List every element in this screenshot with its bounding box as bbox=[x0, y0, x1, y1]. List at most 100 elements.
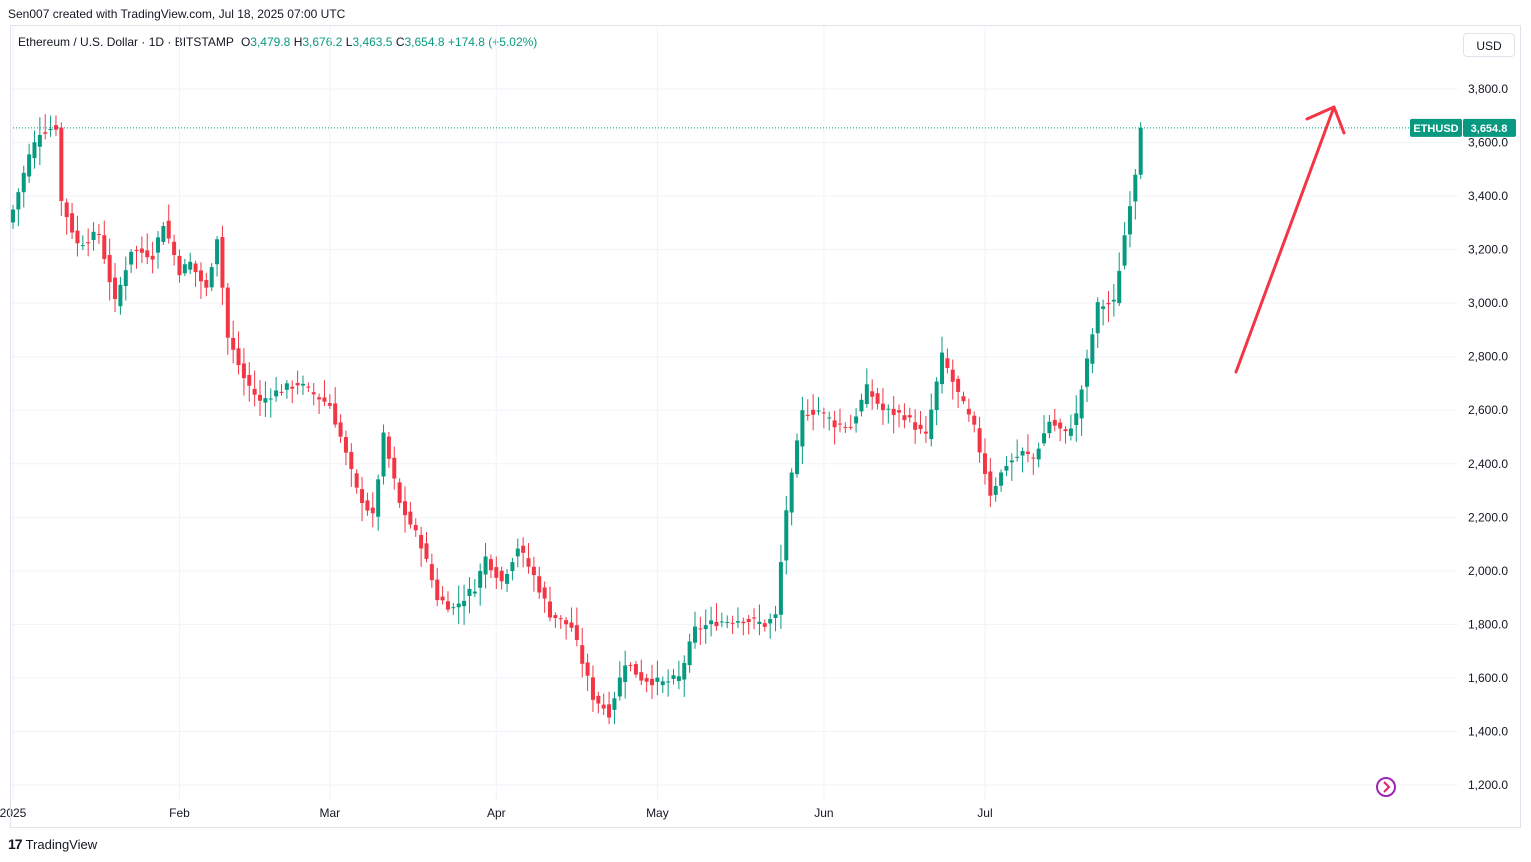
candle-body bbox=[440, 596, 445, 601]
open-value: 3,479.8 bbox=[250, 35, 291, 49]
candle-body bbox=[730, 622, 735, 624]
candle-body bbox=[225, 287, 230, 338]
candle-body bbox=[96, 234, 101, 236]
candle-body bbox=[601, 704, 606, 709]
candle-body bbox=[703, 625, 708, 630]
y-tick-label: 2,000.0 bbox=[1468, 564, 1508, 578]
candle-body bbox=[21, 172, 26, 193]
candle-body bbox=[274, 390, 279, 397]
y-tick-label: 3,600.0 bbox=[1468, 136, 1508, 150]
candle-body bbox=[854, 416, 859, 424]
y-tick-label: 3,000.0 bbox=[1468, 296, 1508, 310]
candle-body bbox=[1063, 429, 1068, 432]
candle-body bbox=[505, 573, 510, 584]
candle-body bbox=[585, 662, 590, 676]
close-label: C bbox=[395, 35, 405, 49]
candle-body bbox=[48, 129, 53, 131]
candle-body bbox=[666, 681, 671, 683]
candle-body bbox=[864, 384, 869, 404]
candle-body bbox=[859, 399, 864, 412]
ai-icon-bolt bbox=[1383, 781, 1391, 793]
candle-body bbox=[1015, 456, 1020, 458]
candle-body bbox=[193, 263, 198, 273]
y-tick-label: 1,200.0 bbox=[1468, 778, 1508, 792]
candle-body bbox=[1058, 422, 1063, 429]
candle-body bbox=[1117, 270, 1122, 304]
candle-body bbox=[1106, 302, 1111, 305]
candle-body bbox=[445, 601, 450, 610]
candle-body bbox=[462, 600, 467, 607]
candle-body bbox=[392, 457, 397, 479]
candle-body bbox=[113, 277, 118, 300]
candle-body bbox=[929, 409, 934, 440]
candle-body bbox=[977, 428, 982, 453]
candle-body bbox=[429, 564, 434, 581]
candle-body bbox=[472, 591, 477, 594]
last-price-ticker: ETHUSD bbox=[1413, 123, 1458, 135]
candle-body bbox=[907, 415, 912, 418]
candle-body bbox=[607, 704, 612, 718]
candle-body bbox=[580, 645, 585, 664]
x-tick-label: Feb bbox=[169, 806, 190, 820]
candle-body bbox=[32, 142, 37, 159]
candle-body bbox=[531, 566, 536, 576]
last-price-value-bg bbox=[1463, 118, 1516, 137]
candle-body bbox=[623, 665, 628, 682]
candle-body bbox=[161, 226, 166, 242]
candle-body bbox=[247, 374, 252, 386]
candle-body bbox=[1085, 358, 1089, 387]
candle-body bbox=[75, 230, 80, 244]
currency-button[interactable]: USD bbox=[1463, 33, 1515, 57]
candle-body bbox=[811, 409, 816, 415]
y-tick-label: 3,800.0 bbox=[1468, 82, 1508, 96]
candle-body bbox=[118, 284, 123, 307]
candle-body bbox=[837, 423, 842, 425]
candle-body bbox=[360, 489, 365, 504]
candle-body bbox=[714, 621, 719, 627]
candle-body bbox=[11, 209, 15, 223]
candle-body bbox=[494, 567, 499, 578]
candle-body bbox=[102, 235, 107, 260]
x-tick-label: Mar bbox=[319, 806, 340, 820]
close-value: 3,654.8 bbox=[404, 35, 445, 49]
candle-body bbox=[1074, 413, 1079, 426]
candle-body bbox=[37, 134, 42, 147]
candle-body bbox=[306, 386, 311, 388]
trend-arrow-shaft bbox=[1234, 105, 1336, 374]
candle-body bbox=[354, 473, 359, 488]
candle-body bbox=[950, 369, 955, 382]
candle-body bbox=[1042, 433, 1047, 444]
candle-body bbox=[709, 620, 714, 625]
candle-body bbox=[800, 410, 805, 447]
last-price-tag: ETHUSD 3,654.8 bbox=[1410, 118, 1516, 137]
candle-body bbox=[107, 255, 112, 283]
candle-body bbox=[435, 579, 440, 601]
tradingview-brand: TradingView bbox=[25, 836, 98, 852]
candle-body bbox=[1004, 465, 1009, 471]
candle-body bbox=[172, 241, 177, 256]
candle-body bbox=[1020, 451, 1025, 456]
x-tick-label: 2025 bbox=[0, 806, 27, 820]
y-tick-label: 1,600.0 bbox=[1468, 671, 1508, 685]
candle-body bbox=[1047, 421, 1052, 434]
candle-body bbox=[258, 394, 263, 401]
candle-body bbox=[408, 511, 413, 525]
y-tick-label: 2,600.0 bbox=[1468, 403, 1508, 417]
y-tick-label: 1,400.0 bbox=[1468, 724, 1508, 738]
candle-body bbox=[832, 420, 837, 428]
candle-body bbox=[343, 437, 348, 453]
candle-body bbox=[456, 603, 461, 608]
candle-body bbox=[177, 255, 182, 276]
candle-body bbox=[671, 675, 676, 679]
candle-body bbox=[816, 410, 821, 412]
candle-body bbox=[789, 472, 794, 513]
candle-body bbox=[897, 410, 902, 413]
candle-body bbox=[848, 426, 853, 428]
candle-body bbox=[182, 264, 187, 274]
trend-arrow-head bbox=[1305, 105, 1346, 135]
y-tick-label: 2,200.0 bbox=[1468, 510, 1508, 524]
candle-body bbox=[80, 245, 85, 247]
candle-body bbox=[982, 453, 987, 474]
candle-body bbox=[644, 678, 649, 682]
